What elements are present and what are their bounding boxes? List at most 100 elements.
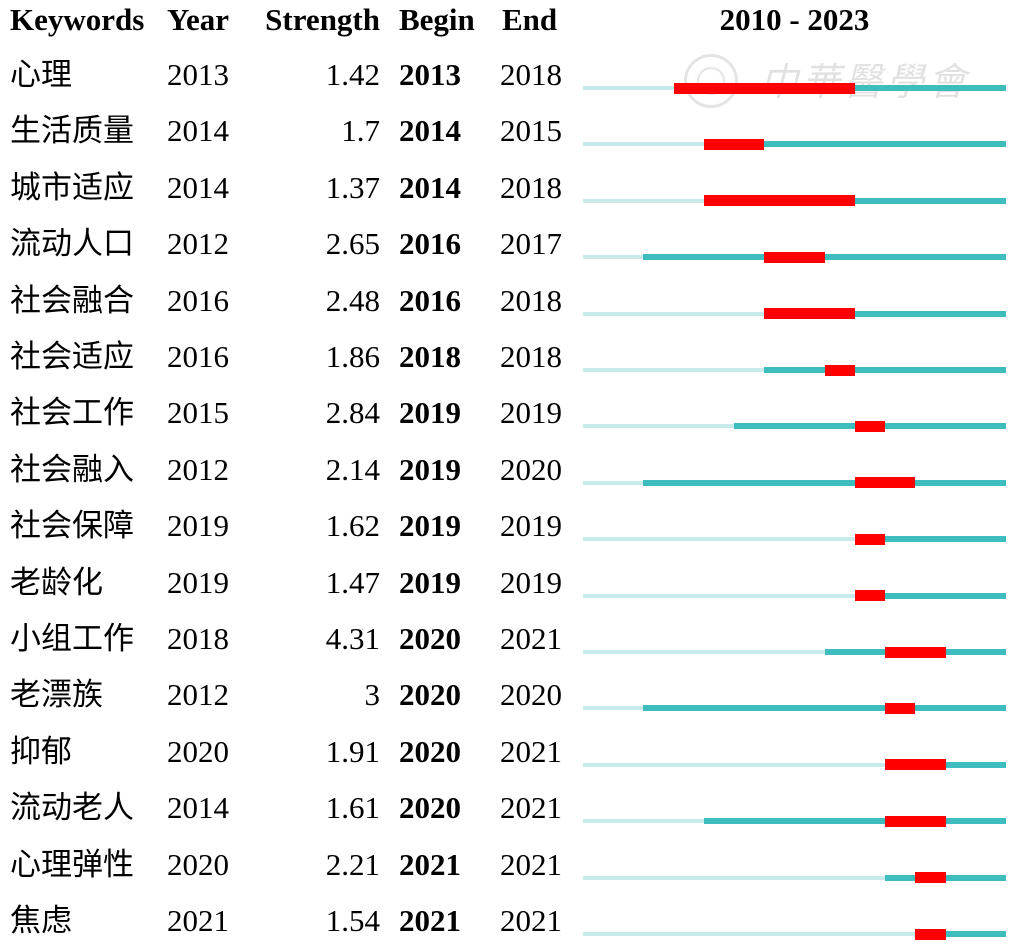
year-cell: 2015 (167, 395, 229, 431)
strength-cell: 2.65 (325, 226, 380, 262)
end-cell: 2015 (500, 113, 562, 149)
strength-cell: 1.86 (325, 339, 380, 374)
strength-cell: 3 (364, 677, 381, 713)
end-cell: 2021 (500, 903, 562, 938)
keyword-cell: 城市适应 (10, 169, 134, 205)
column-header-strength: Strength (265, 2, 380, 37)
end-cell: 2021 (500, 846, 562, 882)
timeline-inactive-span (583, 142, 704, 147)
begin-cell: 2019 (399, 395, 461, 431)
burst-bar (854, 477, 916, 489)
year-cell: 2012 (167, 226, 229, 262)
timeline-active-span (643, 479, 1006, 486)
end-cell: 2019 (500, 508, 562, 544)
strength-cell: 1.54 (325, 903, 380, 938)
timeline-inactive-span (583, 932, 916, 936)
table-row: 心理 2013 1.42 2013 2018 (0, 48, 1022, 102)
begin-cell: 2016 (399, 226, 461, 262)
timeline-active-span (703, 197, 1006, 204)
begin-cell: 2021 (399, 846, 461, 882)
table-row: 抑郁 2020 1.91 2020 2021 (0, 725, 1022, 779)
end-cell: 2021 (500, 733, 562, 769)
keyword-cell: 小组工作 (10, 621, 134, 656)
timeline-inactive-span (583, 537, 855, 542)
strength-cell: 2.21 (325, 846, 380, 882)
timeline-inactive-span (583, 706, 644, 711)
end-cell: 2020 (500, 451, 562, 487)
strength-cell: 1.47 (325, 564, 380, 600)
strength-cell: 1.61 (325, 790, 380, 826)
keyword-cell: 心理 (10, 57, 72, 92)
keyword-cell: 流动人口 (10, 226, 134, 262)
timeline-inactive-span (583, 650, 825, 654)
keyword-cell: 社会适应 (10, 339, 134, 374)
burst-bar (885, 759, 946, 771)
year-cell: 2014 (167, 169, 229, 205)
keyword-cell: 抑郁 (10, 733, 72, 769)
keyword-cell: 社会融入 (10, 451, 134, 487)
table-row: 生活质量 2014 1.7 2014 2015 (0, 104, 1022, 158)
keyword-cell: 流动老人 (10, 790, 134, 826)
table-row: 小组工作 2018 4.31 2020 2021 (0, 612, 1022, 666)
strength-cell: 2.84 (325, 395, 380, 431)
column-header-keywords: Keywords (10, 2, 145, 37)
table-row: 社会工作 2015 2.84 2019 2019 (0, 386, 1022, 440)
table-row: 社会融合 2016 2.48 2016 2018 (0, 274, 1022, 328)
timeline-active-span (643, 705, 1006, 712)
timeline-inactive-span (583, 762, 886, 767)
table-row: 老龄化 2019 1.47 2019 2019 (0, 556, 1022, 610)
end-cell: 2021 (500, 621, 562, 656)
begin-cell: 2014 (399, 113, 461, 149)
timeline-active-span (854, 592, 1006, 599)
burst-bar (764, 308, 855, 320)
strength-cell: 2.48 (325, 282, 380, 318)
strength-cell: 2.14 (325, 451, 380, 487)
begin-cell: 2021 (399, 903, 461, 938)
timeline-active-span (854, 536, 1006, 543)
end-cell: 2021 (500, 790, 562, 826)
keyword-cell: 心理弹性 (10, 846, 134, 882)
burst-bar (703, 195, 855, 207)
keyword-cell: 焦虑 (10, 903, 72, 938)
year-cell: 2019 (167, 508, 229, 544)
timeline-inactive-span (583, 86, 674, 90)
year-cell: 2018 (167, 621, 229, 656)
burst-bar (854, 590, 886, 602)
keyword-cell: 社会融合 (10, 282, 134, 318)
timeline-inactive-span (583, 311, 765, 316)
burst-bar (824, 364, 855, 376)
year-cell: 2016 (167, 282, 229, 318)
timeline-inactive-span (583, 875, 886, 880)
timeline-active-span (885, 874, 1006, 881)
begin-cell: 2013 (399, 57, 461, 92)
year-cell: 2016 (167, 339, 229, 374)
timeline-active-span (885, 761, 1006, 768)
strength-cell: 4.31 (325, 621, 380, 656)
burst-bar (703, 138, 765, 150)
table-row: 流动老人 2014 1.61 2020 2021 (0, 781, 1022, 835)
keyword-cell: 社会保障 (10, 508, 134, 544)
burst-bar (854, 533, 886, 545)
begin-cell: 2020 (399, 733, 461, 769)
end-cell: 2019 (500, 395, 562, 431)
table-row: 老漂族 2012 3 2020 2020 (0, 668, 1022, 722)
end-cell: 2019 (500, 564, 562, 600)
column-header-begin: Begin (399, 2, 475, 37)
end-cell: 2018 (500, 57, 562, 92)
timeline-active-span (915, 931, 1006, 937)
burst-bar (885, 646, 946, 658)
table-row: 社会保障 2019 1.62 2019 2019 (0, 499, 1022, 553)
strength-cell: 1.91 (325, 733, 380, 769)
begin-cell: 2020 (399, 790, 461, 826)
year-cell: 2020 (167, 733, 229, 769)
timeline-inactive-span (583, 819, 704, 824)
table-row: 心理弹性 2020 2.21 2021 2021 (0, 838, 1022, 892)
year-cell: 2014 (167, 790, 229, 826)
timeline-inactive-span (583, 593, 855, 598)
year-cell: 2012 (167, 677, 229, 713)
watermark-seal-inner-ring (697, 67, 725, 95)
end-cell: 2018 (500, 339, 562, 374)
timeline-inactive-span (583, 368, 765, 372)
timeline-inactive-span (583, 198, 704, 203)
timeline-active-span (703, 141, 1006, 148)
